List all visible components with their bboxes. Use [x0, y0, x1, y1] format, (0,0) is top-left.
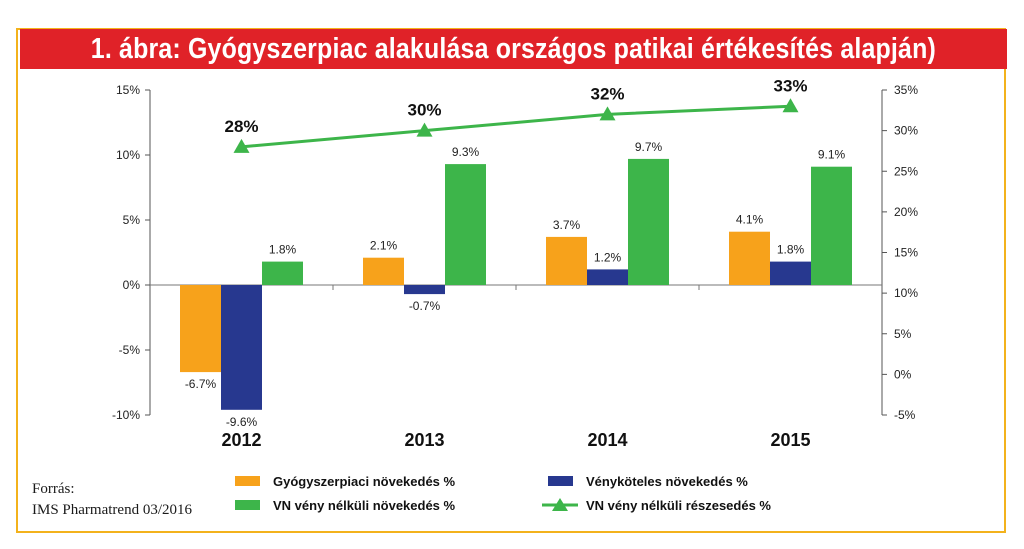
source-text: IMS Pharmatrend 03/2016 — [32, 502, 192, 518]
line-data-label: 32% — [590, 84, 624, 103]
line-marker-triangle — [416, 122, 433, 137]
right-axis-tick-label: 25% — [894, 164, 918, 178]
bar-data-label: -6.7% — [185, 377, 217, 391]
bar — [180, 285, 221, 373]
bar-data-label: 1.2% — [594, 250, 622, 264]
category-label: 2015 — [770, 430, 810, 450]
right-axis-tick-label: 0% — [894, 367, 912, 381]
line-data-label: 28% — [224, 117, 258, 136]
left-axis-tick-label: 15% — [116, 83, 140, 97]
bar — [221, 285, 262, 410]
line-data-label: 33% — [773, 76, 807, 95]
line-data-label: 30% — [407, 101, 441, 120]
bar — [770, 261, 811, 285]
bar-data-label: 3.7% — [553, 218, 581, 232]
left-axis-tick-label: -10% — [112, 408, 140, 422]
legend-swatch — [548, 476, 573, 486]
line-marker-triangle — [599, 106, 616, 121]
bar — [404, 285, 445, 295]
bar — [729, 231, 770, 285]
line-series-path — [241, 104, 791, 149]
bar — [363, 257, 404, 285]
right-axis-tick-label: -5% — [894, 408, 916, 422]
bar-data-label: 1.8% — [777, 243, 805, 257]
bar-data-label: 1.8% — [269, 243, 297, 257]
legend-label: Gyógyszerpiaci növekedés % — [273, 474, 456, 489]
bar — [546, 236, 587, 285]
right-axis-tick-label: 10% — [894, 286, 918, 300]
left-axis-tick-label: 10% — [116, 148, 140, 162]
bar — [262, 261, 303, 285]
bar-data-label: -0.7% — [409, 299, 441, 313]
category-label: 2013 — [404, 430, 444, 450]
source-label: Forrás: — [32, 481, 75, 497]
legend-marker-triangle — [552, 498, 568, 511]
legend-label: VN vény nélküli részesedés % — [586, 498, 771, 513]
chart-title-banner: 1. ábra: Gyógyszerpiac alakulása országo… — [20, 29, 1007, 69]
bar-data-label: 4.1% — [736, 213, 764, 227]
bar-data-label: 9.7% — [635, 140, 663, 154]
legend-swatch — [235, 476, 260, 486]
chart-title: 1. ábra: Gyógyszerpiac alakulása országo… — [90, 33, 937, 65]
left-axis-tick-label: 5% — [123, 213, 141, 227]
legend-swatch — [235, 500, 260, 510]
bar — [587, 269, 628, 285]
bar-data-label: 9.1% — [818, 148, 846, 162]
bar — [811, 166, 852, 285]
source-note: Forrás: IMS Pharmatrend 03/2016 — [32, 479, 192, 521]
right-axis-tick-label: 20% — [894, 205, 918, 219]
line-marker-triangle — [782, 98, 799, 113]
category-label: 2014 — [587, 430, 627, 450]
right-axis-tick-label: 35% — [894, 83, 918, 97]
right-axis-tick-label: 30% — [894, 124, 918, 138]
bar — [628, 158, 669, 285]
left-axis-tick-label: 0% — [123, 278, 141, 292]
legend-label: VN vény nélküli növekedés % — [273, 498, 456, 513]
right-axis-tick-label: 15% — [894, 246, 918, 260]
line-marker-triangle — [233, 138, 250, 153]
right-axis-tick-label: 5% — [894, 327, 912, 341]
category-label: 2012 — [221, 430, 261, 450]
bar-data-label: 2.1% — [370, 239, 398, 253]
legend-label: Vényköteles növekedés % — [586, 474, 748, 489]
bar-data-label: -9.6% — [226, 415, 258, 429]
bar-data-label: 9.3% — [452, 145, 480, 159]
left-axis-tick-label: -5% — [119, 343, 141, 357]
bar — [445, 164, 486, 285]
